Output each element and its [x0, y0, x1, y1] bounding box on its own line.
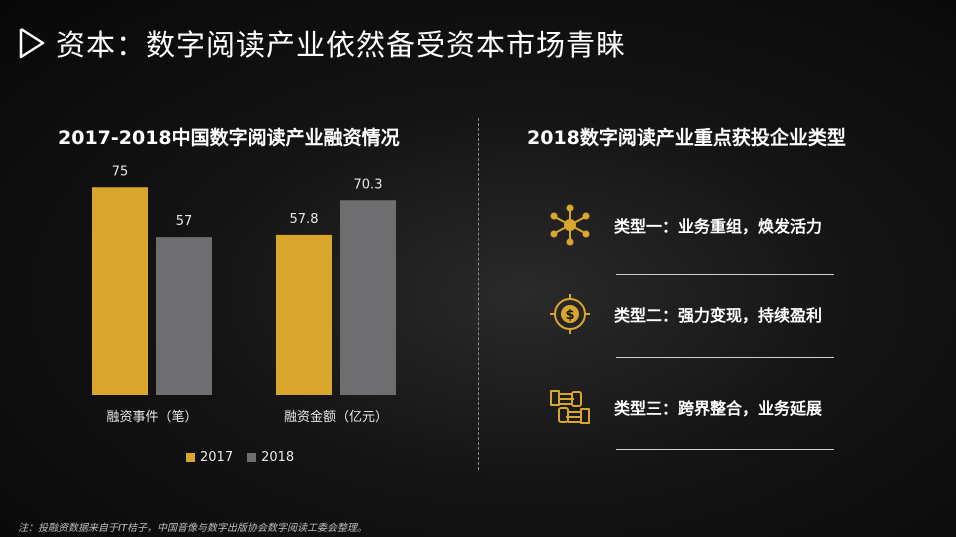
dollar-target-icon: $ [550, 294, 590, 334]
panel-divider [478, 118, 479, 470]
data-label-2017-0: 75 [112, 164, 129, 179]
data-label-2018-1: 70.3 [354, 177, 383, 192]
type-divider-2 [616, 357, 834, 358]
type-item-1: 类型一：业务重组，焕发活力 [548, 203, 822, 247]
type-item-3: 类型三：跨界整合，业务延展 [548, 385, 822, 429]
play-arrow-icon [19, 27, 45, 59]
legend-label-2018: 2018 [261, 450, 295, 465]
types-title: 2018数字阅读产业重点获投企业类型 [527, 127, 846, 149]
legend-swatch-2017 [186, 453, 195, 462]
type-label-2: 类型二：强力变现，持续盈利 [614, 306, 823, 325]
data-label-2017-1: 57.8 [290, 212, 319, 227]
chart-legend: 2017 2018 [186, 450, 308, 465]
category-label-0: 融资事件（笔） [106, 409, 197, 425]
network-icon [550, 204, 590, 246]
svg-text:$: $ [565, 308, 574, 323]
type-divider-3 [616, 449, 834, 450]
chart-title: 2017-2018中国数字阅读产业融资情况 [58, 127, 400, 149]
legend-label-2017: 2017 [200, 450, 234, 465]
page-title: 资本：数字阅读产业依然备受资本市场青睐 [56, 28, 627, 62]
legend-item-2017: 2017 [186, 450, 233, 465]
legend-swatch-2018 [247, 453, 257, 462]
financing-bar-chart: 75 57 融资事件（笔） 57.8 70.3 融资金额（亿元） [92, 164, 396, 425]
type-label-3: 类型三：跨界整合，业务延展 [614, 399, 823, 418]
legend-item-2018: 2018 [247, 450, 294, 465]
data-label-2018-0: 57 [176, 214, 193, 229]
footnote: 注：投融资数据来自于IT桔子，中国音像与数字出版协会数字阅读工委会整理。 [18, 523, 368, 534]
type-label-1: 类型一：业务重组，焕发活力 [614, 217, 823, 236]
title-row: 资本：数字阅读产业依然备受资本市场青睐 [18, 22, 626, 64]
bar-2018-1 [340, 200, 396, 395]
handshake-icon [550, 390, 590, 424]
type-item-2: $ 类型二：强力变现，持续盈利 [548, 292, 822, 336]
bar-2017-1 [276, 234, 332, 395]
bar-2018-0 [156, 237, 212, 395]
type-divider-1 [616, 274, 834, 275]
bar-2017-0 [92, 187, 148, 395]
category-label-1: 融资金额（亿元） [284, 409, 388, 425]
